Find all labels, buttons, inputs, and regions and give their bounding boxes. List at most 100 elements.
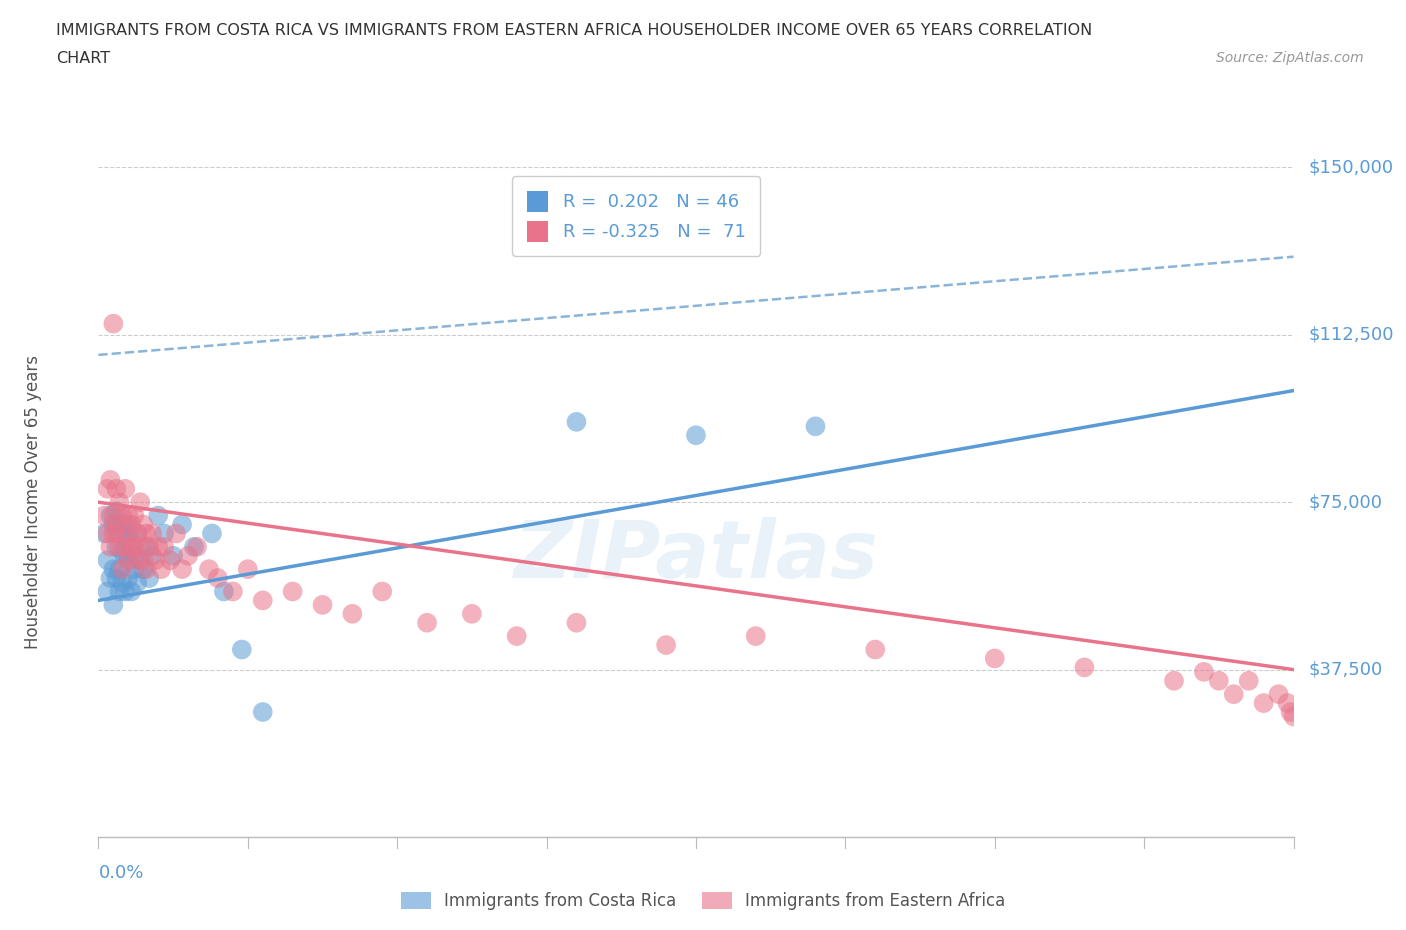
Point bbox=[236, 562, 259, 577]
Text: $150,000: $150,000 bbox=[1309, 158, 1393, 177]
Point bbox=[117, 526, 139, 541]
Point bbox=[212, 584, 235, 599]
Point bbox=[252, 593, 274, 608]
Point bbox=[148, 508, 170, 523]
Point bbox=[114, 539, 136, 554]
Point bbox=[177, 549, 200, 564]
Point bbox=[222, 584, 245, 599]
Point bbox=[461, 606, 484, 621]
Point bbox=[111, 562, 134, 577]
Point bbox=[103, 316, 125, 331]
Point bbox=[114, 584, 136, 599]
Point bbox=[98, 472, 122, 487]
Point bbox=[111, 517, 134, 532]
Point bbox=[159, 552, 181, 567]
Point bbox=[1223, 686, 1246, 701]
Point bbox=[98, 571, 122, 586]
Point bbox=[342, 606, 364, 621]
Point bbox=[685, 428, 707, 443]
Point bbox=[983, 651, 1005, 666]
Text: IMMIGRANTS FROM COSTA RICA VS IMMIGRANTS FROM EASTERN AFRICA HOUSEHOLDER INCOME : IMMIGRANTS FROM COSTA RICA VS IMMIGRANTS… bbox=[56, 23, 1092, 38]
Point bbox=[114, 482, 136, 497]
Point bbox=[105, 504, 128, 519]
Point bbox=[124, 549, 146, 564]
Text: $75,000: $75,000 bbox=[1309, 493, 1382, 512]
Point bbox=[111, 544, 134, 559]
Point bbox=[108, 584, 131, 599]
Point bbox=[103, 597, 125, 612]
Point bbox=[124, 539, 146, 554]
Point bbox=[655, 638, 678, 653]
Point bbox=[124, 508, 146, 523]
Point bbox=[117, 571, 139, 586]
Text: CHART: CHART bbox=[56, 51, 110, 66]
Text: $37,500: $37,500 bbox=[1309, 660, 1382, 679]
Point bbox=[1253, 696, 1275, 711]
Point bbox=[1282, 709, 1305, 724]
Text: ZIPatlas: ZIPatlas bbox=[513, 517, 879, 595]
Point bbox=[105, 539, 128, 554]
Text: 0.0%: 0.0% bbox=[98, 864, 143, 882]
Point bbox=[565, 616, 588, 631]
Point bbox=[96, 482, 118, 497]
Point bbox=[745, 629, 768, 644]
Point bbox=[183, 539, 205, 554]
Point bbox=[132, 562, 155, 577]
Point bbox=[198, 562, 221, 577]
Point bbox=[1279, 705, 1302, 720]
Point bbox=[117, 517, 139, 532]
Point bbox=[111, 508, 134, 523]
Point bbox=[124, 562, 146, 577]
Text: Householder Income Over 65 years: Householder Income Over 65 years bbox=[24, 355, 42, 649]
Point bbox=[252, 705, 274, 720]
Point bbox=[371, 584, 394, 599]
Point bbox=[1277, 696, 1299, 711]
Point bbox=[96, 552, 118, 567]
Point bbox=[153, 539, 176, 554]
Point bbox=[143, 552, 166, 567]
Point bbox=[105, 482, 128, 497]
Point bbox=[103, 526, 125, 541]
Point bbox=[127, 526, 149, 541]
Point bbox=[108, 562, 131, 577]
Point bbox=[416, 616, 439, 631]
Point bbox=[132, 517, 155, 532]
Point bbox=[207, 571, 229, 586]
Point bbox=[172, 562, 194, 577]
Point bbox=[114, 549, 136, 564]
Point bbox=[105, 571, 128, 586]
Point bbox=[201, 526, 224, 541]
Point bbox=[1192, 664, 1215, 679]
Point bbox=[132, 552, 155, 567]
Point bbox=[98, 539, 122, 554]
Point bbox=[148, 539, 170, 554]
Point bbox=[127, 526, 149, 541]
Point bbox=[93, 526, 115, 541]
Point bbox=[1073, 660, 1095, 675]
Point bbox=[162, 549, 184, 564]
Point bbox=[108, 495, 131, 510]
Point bbox=[281, 584, 304, 599]
Point bbox=[105, 526, 128, 541]
Point bbox=[1163, 673, 1185, 688]
Point bbox=[172, 517, 194, 532]
Point bbox=[96, 584, 118, 599]
Text: $112,500: $112,500 bbox=[1309, 326, 1393, 344]
Point bbox=[165, 526, 187, 541]
Point bbox=[111, 575, 134, 590]
Point bbox=[135, 562, 157, 577]
Point bbox=[135, 539, 157, 554]
Point bbox=[138, 571, 160, 586]
Point bbox=[150, 562, 173, 577]
Legend: Immigrants from Costa Rica, Immigrants from Eastern Africa: Immigrants from Costa Rica, Immigrants f… bbox=[394, 885, 1012, 917]
Point bbox=[105, 517, 128, 532]
Point bbox=[120, 539, 142, 554]
Point bbox=[565, 415, 588, 430]
Point bbox=[1237, 673, 1260, 688]
Point bbox=[138, 539, 160, 554]
Point bbox=[117, 552, 139, 567]
Point bbox=[1208, 673, 1230, 688]
Point bbox=[96, 526, 118, 541]
Point bbox=[117, 552, 139, 567]
Point bbox=[103, 517, 125, 532]
